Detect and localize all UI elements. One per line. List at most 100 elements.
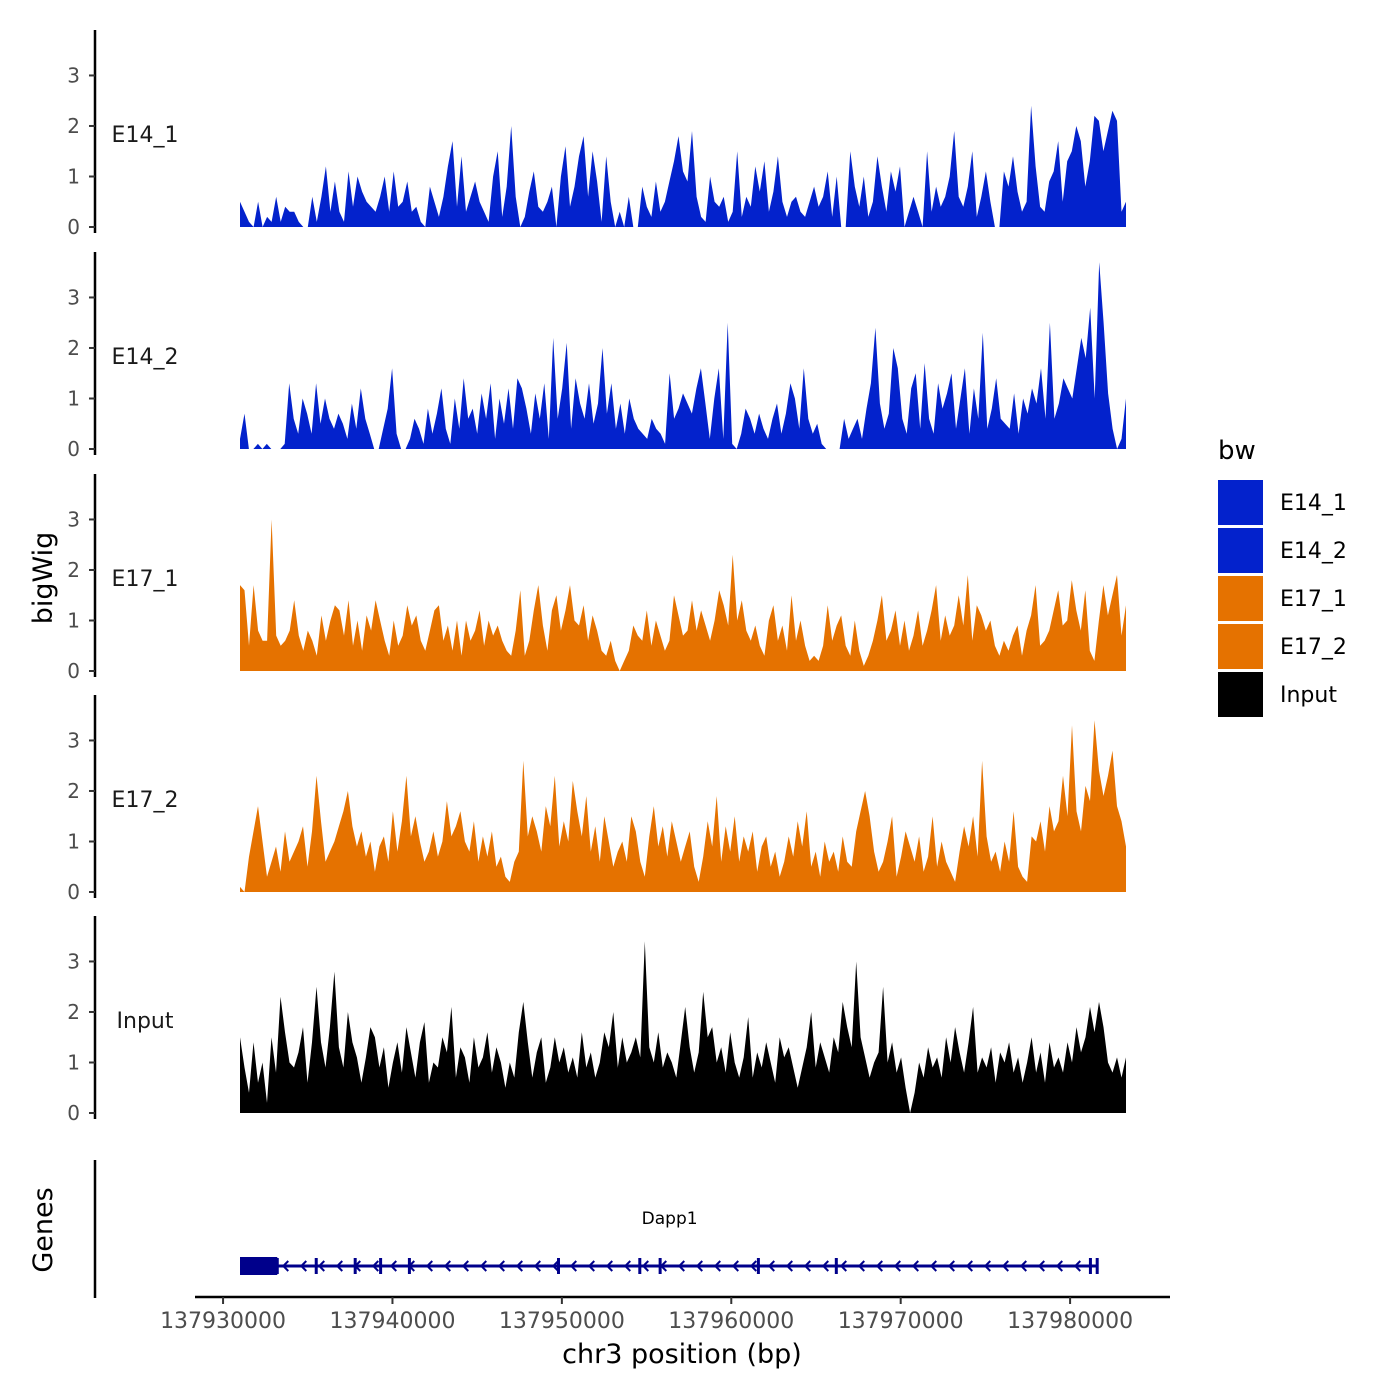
y-tick-label: 0 <box>67 659 80 683</box>
strand-arrow <box>461 1260 469 1272</box>
strand-arrow <box>767 1260 775 1272</box>
x-tick-label: 137960000 <box>668 1309 794 1334</box>
strand-arrow <box>569 1260 577 1272</box>
y-tick-label: 2 <box>67 558 80 582</box>
tracks-layer: 0 1 2 3 E14_1 0 1 2 3 E14_2 0 1 2 3 E17_1 0 1 2 3 E17_2 0 1 2 3… <box>67 30 1126 1125</box>
legend-label-E17_2: E17_2 <box>1280 635 1347 660</box>
track-E14_1: 0 1 2 3 E14_1 <box>67 30 1126 239</box>
legend-title: bw <box>1218 436 1256 466</box>
gene-exon-block <box>240 1257 278 1275</box>
y-tick-label: 3 <box>67 949 80 973</box>
legend-label-E14_2: E14_2 <box>1280 539 1347 564</box>
y-tick-label: 1 <box>67 1050 80 1074</box>
x-axis: 137930000 137940000 137950000 137960000 1379… <box>160 1295 1170 1334</box>
y-tick-label: 2 <box>67 779 80 803</box>
strand-arrow <box>785 1260 793 1272</box>
strand-arrow <box>533 1260 541 1272</box>
y-tick-label: 3 <box>67 728 80 752</box>
legend-swatch-Input <box>1218 672 1263 717</box>
strand-arrow <box>893 1260 901 1272</box>
y-tick-label: 2 <box>67 114 80 138</box>
track-label: E17_1 <box>112 567 179 592</box>
y-tick-label: 0 <box>67 215 80 239</box>
x-tick-label: 137970000 <box>838 1309 964 1334</box>
strand-arrow <box>443 1260 451 1272</box>
legend: bw E14_1 E14_2 E17_1 E17_2 Input <box>1218 436 1347 717</box>
strand-arrow <box>551 1260 559 1272</box>
strand-arrow <box>497 1260 505 1272</box>
strand-arrow <box>641 1260 649 1272</box>
track-E17_2: 0 1 2 3 E17_2 <box>67 695 1126 904</box>
strand-arrow <box>929 1260 937 1272</box>
track-label: E17_2 <box>112 788 179 813</box>
strand-arrow <box>731 1260 739 1272</box>
track-Input: 0 1 2 3 Input <box>67 916 1126 1125</box>
x-tick-label: 137950000 <box>499 1309 625 1334</box>
strand-arrow <box>695 1260 703 1272</box>
y-tick-label: 1 <box>67 829 80 853</box>
track-label: E14_2 <box>112 345 179 370</box>
strand-arrow <box>1055 1260 1063 1272</box>
strand-arrow <box>1073 1260 1081 1272</box>
track-label: Input <box>117 1009 174 1034</box>
strand-arrow <box>1037 1260 1045 1272</box>
signal-area-E14_2 <box>240 262 1126 449</box>
signal-area-E14_1 <box>240 105 1126 227</box>
y-tick-label: 0 <box>67 1101 80 1125</box>
strand-arrow <box>389 1260 397 1272</box>
legend-label-Input: Input <box>1280 683 1337 708</box>
strand-arrow <box>677 1260 685 1272</box>
strand-arrow <box>515 1260 523 1272</box>
strand-arrow <box>605 1260 613 1272</box>
strand-arrow <box>803 1260 811 1272</box>
y-tick-label: 1 <box>67 608 80 632</box>
strand-arrow <box>965 1260 973 1272</box>
signal-area-E17_2 <box>240 720 1126 892</box>
legend-swatch-E17_1 <box>1218 576 1263 621</box>
strand-arrow <box>479 1260 487 1272</box>
strand-arrow <box>1019 1260 1027 1272</box>
strand-arrow <box>749 1260 757 1272</box>
gene-track: Dapp1 <box>93 1160 1099 1298</box>
strand-arrow <box>875 1260 883 1272</box>
strand-arrow <box>983 1260 991 1272</box>
strand-arrow <box>335 1260 343 1272</box>
y-axis-title: bigWig <box>28 532 59 625</box>
legend-label-E17_1: E17_1 <box>1280 587 1347 612</box>
gene-name-label: Dapp1 <box>642 1209 698 1229</box>
x-axis-title: chr3 position (bp) <box>562 1339 802 1370</box>
strand-arrow <box>821 1260 829 1272</box>
legend-swatch-E14_2 <box>1218 528 1263 573</box>
strand-arrow <box>1001 1260 1009 1272</box>
track-E17_1: 0 1 2 3 E17_1 <box>67 474 1126 683</box>
track-label: E14_1 <box>112 123 179 148</box>
strand-arrow <box>587 1260 595 1272</box>
strand-arrow <box>281 1260 289 1272</box>
signal-area-E17_1 <box>240 519 1126 671</box>
strand-arrow <box>425 1260 433 1272</box>
track-E14_2: 0 1 2 3 E14_2 <box>67 252 1126 461</box>
strand-arrow <box>371 1260 379 1272</box>
strand-arrow <box>839 1260 847 1272</box>
y-tick-label: 3 <box>67 507 80 531</box>
y-tick-label: 3 <box>67 63 80 87</box>
signal-area-Input <box>240 941 1126 1113</box>
y-tick-label: 0 <box>67 437 80 461</box>
legend-label-E14_1: E14_1 <box>1280 491 1347 516</box>
y-tick-label: 3 <box>67 285 80 309</box>
y-tick-label: 1 <box>67 386 80 410</box>
strand-arrow <box>947 1260 955 1272</box>
y-tick-label: 1 <box>67 164 80 188</box>
y-tick-label: 2 <box>67 336 80 360</box>
genes-axis-title: Genes <box>28 1187 59 1272</box>
strand-arrow <box>623 1260 631 1272</box>
legend-swatch-E17_2 <box>1218 624 1263 669</box>
y-tick-label: 0 <box>67 880 80 904</box>
strand-arrow <box>713 1260 721 1272</box>
x-tick-label: 137980000 <box>1007 1309 1133 1334</box>
legend-swatch-E14_1 <box>1218 480 1263 525</box>
x-tick-label: 137930000 <box>160 1309 286 1334</box>
x-tick-label: 137940000 <box>329 1309 455 1334</box>
